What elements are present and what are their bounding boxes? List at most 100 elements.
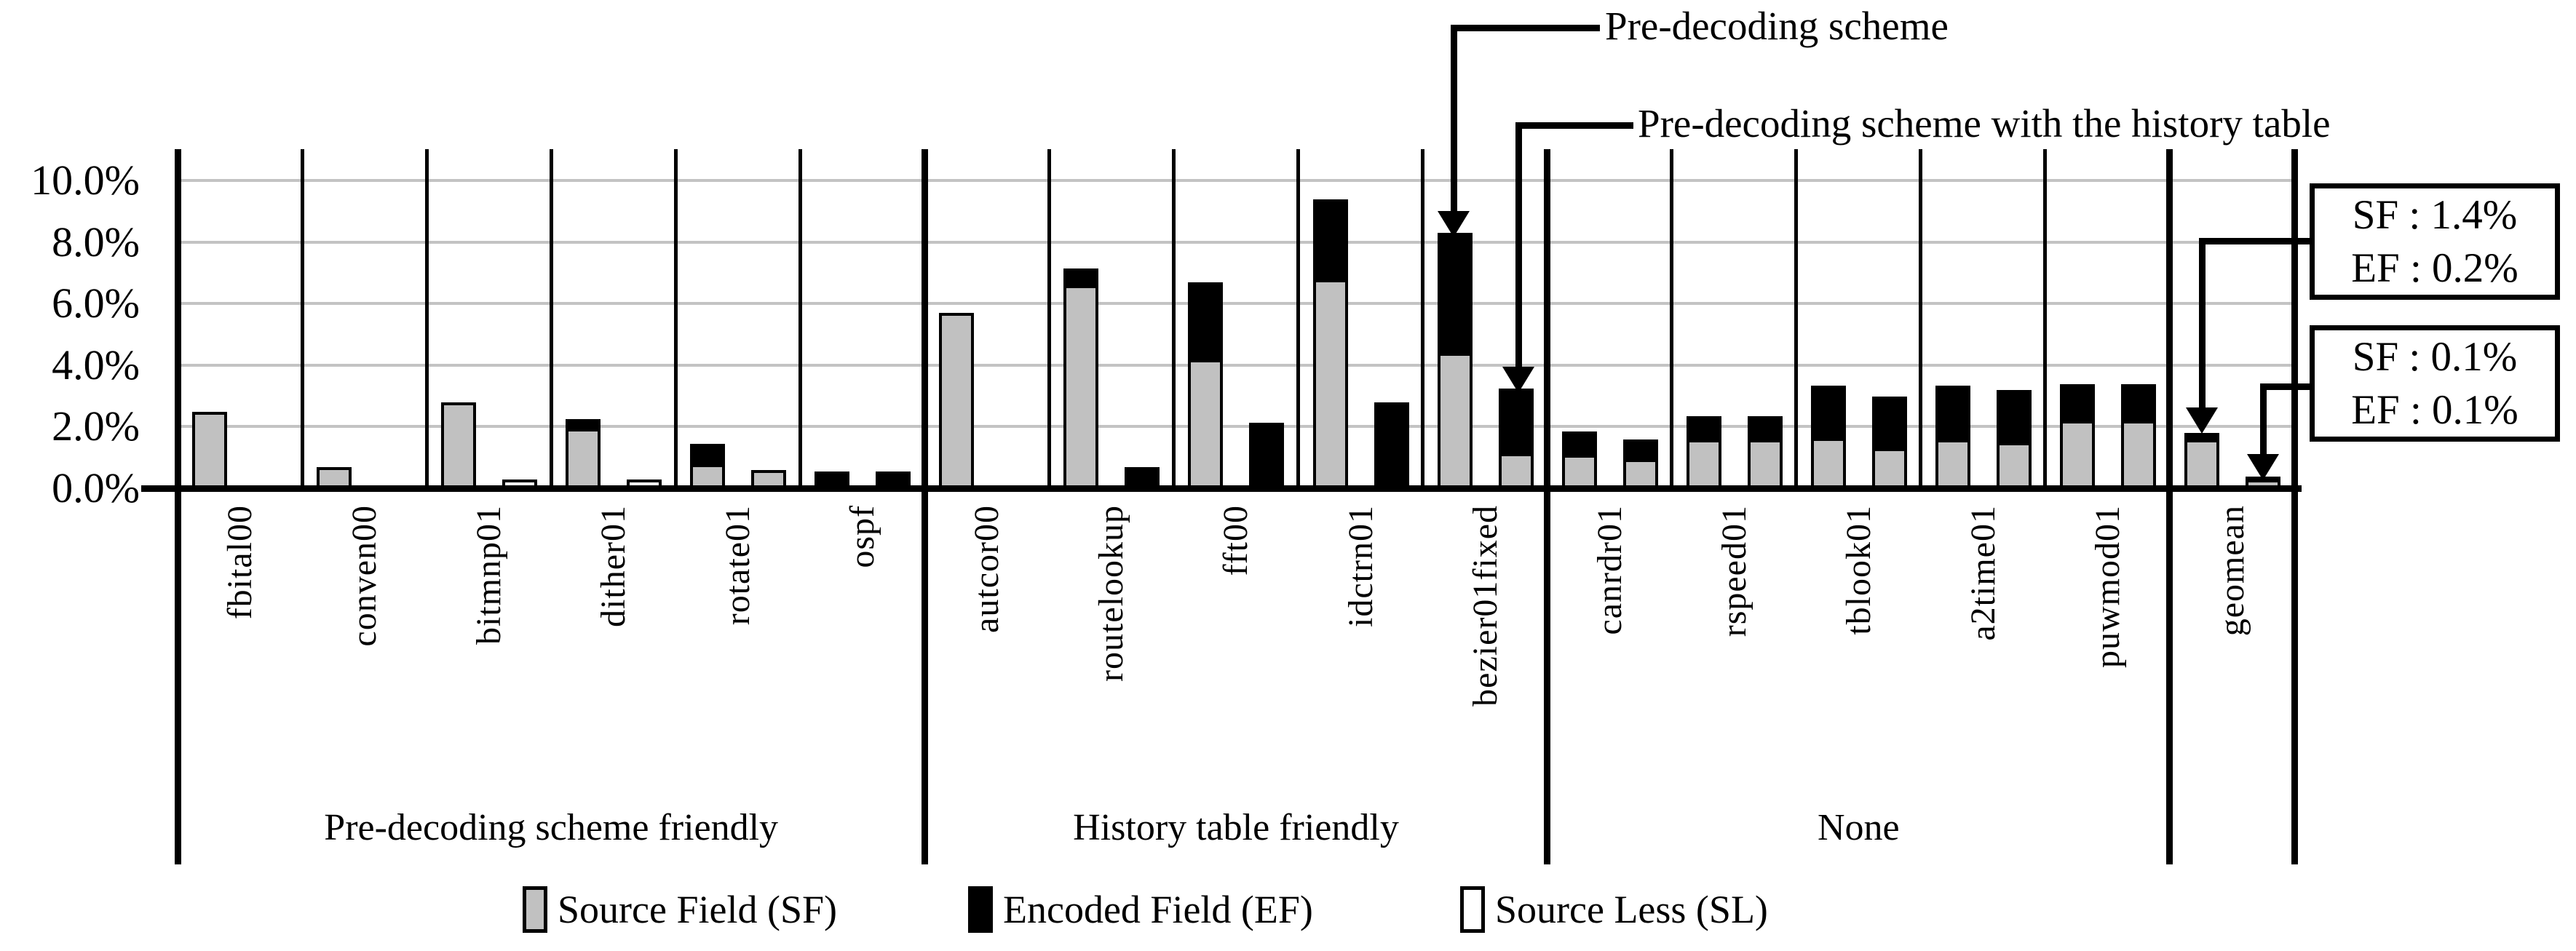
bar-segment-sf	[1564, 457, 1594, 485]
bar-segment-ef	[2187, 436, 2216, 442]
benchmark-label-puwmod01: puwmod01	[2045, 505, 2170, 854]
bar-segment-sf	[1750, 442, 1780, 485]
callout-line: EF : 0.1%	[2351, 387, 2518, 433]
gridline-4.0%	[178, 363, 2294, 367]
bar-rotate01-pre-decoding-scheme	[690, 444, 726, 488]
annotation-arrowhead	[1502, 367, 1534, 393]
bar-puwmod01-pre-decoding-scheme-with-the-history-table	[2120, 383, 2156, 488]
y-tick-label-10.0%: 10.0%	[31, 156, 140, 204]
group-divider-line	[2166, 149, 2173, 864]
bar-segment-sf	[1191, 362, 1221, 485]
bar-segment-ef	[1376, 405, 1406, 485]
bar-segment-sf	[1625, 462, 1655, 485]
legend-swatch-sf	[523, 886, 547, 933]
bar-segment-sf	[1066, 288, 1096, 485]
benchmark-label-canrdr01: canrdr01	[1547, 505, 1672, 854]
bar-segment-ef	[1750, 419, 1780, 442]
panel-divider-line	[424, 149, 429, 488]
annotation-text-1: Pre-decoding scheme	[1605, 4, 1949, 48]
bar-bezier01fixed-pre-decoding-scheme-with-the-history-table	[1498, 388, 1534, 488]
legend-label-sl: Source Less (SL)	[1495, 888, 1768, 931]
bar-segment-sf	[568, 431, 598, 485]
bar-segment-ef	[1191, 285, 1221, 362]
bar-idctrn01-pre-decoding-scheme-with-the-history-table	[1374, 402, 1409, 488]
bar-fft00-pre-decoding-scheme	[1188, 282, 1224, 488]
bar-segment-ef	[1564, 434, 1594, 458]
bar-segment-ef	[1501, 391, 1531, 456]
bar-segment-sf	[1874, 451, 1904, 485]
group-divider-line	[174, 149, 181, 864]
bar-segment-ef	[1999, 393, 2029, 445]
panel-divider-line	[1421, 149, 1425, 488]
bar-puwmod01-pre-decoding-scheme	[2059, 383, 2095, 488]
bar-segment-ef	[817, 474, 847, 485]
bar-segment-sf	[195, 414, 224, 485]
bar-bezier01fixed-pre-decoding-scheme	[1437, 233, 1473, 488]
group-divider-line	[1544, 149, 1551, 864]
bar-segment-sf	[1501, 455, 1531, 485]
benchmark-label-text: fbital00	[221, 505, 260, 620]
panel-divider-line	[673, 149, 678, 488]
bar-rspeed01-pre-decoding-scheme	[1686, 416, 1721, 488]
benchmark-label-rspeed01: rspeed01	[1672, 505, 1796, 854]
benchmark-label-fft00: fft00	[1173, 505, 1298, 854]
bar-segment-ef	[1252, 425, 1282, 485]
bar-routelookup-pre-decoding-scheme	[1063, 268, 1099, 488]
bar-tblook01-pre-decoding-scheme	[1810, 385, 1846, 488]
benchmark-label-text: rspeed01	[1714, 505, 1753, 637]
y-tick-label-0.0%: 0.0%	[52, 464, 140, 512]
legend-swatch-ef	[968, 886, 993, 933]
bar-segment-sf	[1689, 442, 1719, 485]
bar-segment-ef	[1813, 388, 1843, 441]
bar-segment-sf	[2187, 442, 2216, 485]
panel-divider-line	[300, 149, 304, 488]
bar-idctrn01-pre-decoding-scheme	[1312, 199, 1348, 488]
panel-divider-line	[1670, 149, 1674, 488]
benchmark-label-text: bezier01fixed	[1465, 505, 1505, 707]
benchmark-label-a2time01: a2time01	[1921, 505, 2045, 854]
benchmark-label-text: tblook01	[1839, 505, 1878, 635]
bar-ospf-pre-decoding-scheme	[815, 471, 850, 488]
bar-canrdr01-pre-decoding-scheme-with-the-history-table	[1622, 439, 1658, 488]
bar-segment-ef	[1066, 271, 1096, 289]
bar-canrdr01-pre-decoding-scheme	[1561, 431, 1597, 488]
bar-dither01-pre-decoding-scheme	[566, 419, 601, 488]
callout-line: SF : 1.4%	[2352, 192, 2518, 238]
callout-connector-v	[2199, 238, 2206, 407]
bar-segment-sf	[2062, 423, 2092, 485]
benchmark-label-conven00: conven00	[302, 505, 427, 854]
legend-label-ef: Encoded Field (EF)	[1003, 888, 1313, 931]
y-tick-label-2.0%: 2.0%	[52, 402, 140, 450]
bar-a2time01-pre-decoding-scheme-with-the-history-table	[1996, 390, 2032, 488]
legend-item-sl: Source Less (SL)	[1460, 877, 1768, 942]
benchmark-label-text: idctrn01	[1341, 505, 1380, 627]
bar-segment-ef	[1315, 202, 1345, 282]
bar-bitmnp01-pre-decoding-scheme	[441, 402, 477, 488]
benchmark-label-text: geomean	[2212, 505, 2251, 637]
bar-segment-sf	[942, 316, 972, 485]
panel-divider-line	[1919, 149, 1923, 488]
bar-segment-sf	[1315, 282, 1345, 485]
group-label-history-table-friendly: History table friendly	[1073, 807, 1399, 848]
bar-segment-sf	[1813, 440, 1843, 485]
legend-swatch-sl	[1460, 886, 1485, 933]
bar-segment-ef	[1938, 388, 1967, 442]
annotation-text-2: Pre-decoding scheme with the history tab…	[1638, 101, 2331, 146]
benchmark-label-bezier01fixed: bezier01fixed	[1423, 505, 1547, 854]
benchmark-label-fbital00: fbital00	[178, 505, 302, 854]
gridline-10.0%	[178, 179, 2294, 182]
y-tick-label-6.0%: 6.0%	[52, 279, 140, 327]
benchmark-label-dither01: dither01	[551, 505, 675, 854]
callout-box-2: SF : 0.1% EF : 0.1%	[2310, 325, 2560, 442]
benchmark-label-routelookup: routelookup	[1049, 505, 1173, 854]
group-divider-line	[2291, 149, 2298, 864]
benchmark-label-autcor00: autcor00	[924, 505, 1049, 854]
y-tick-label-8.0%: 8.0%	[52, 218, 140, 266]
bar-fft00-pre-decoding-scheme-with-the-history-table	[1249, 422, 1285, 488]
legend-label-sf: Source Field (SF)	[558, 888, 837, 931]
x-axis-line	[141, 485, 2302, 492]
bar-segment-ef	[1128, 469, 1157, 485]
callout-line: SF : 0.1%	[2352, 334, 2518, 380]
bar-segment-sf	[444, 405, 474, 485]
bar-segment-ef	[693, 447, 723, 467]
